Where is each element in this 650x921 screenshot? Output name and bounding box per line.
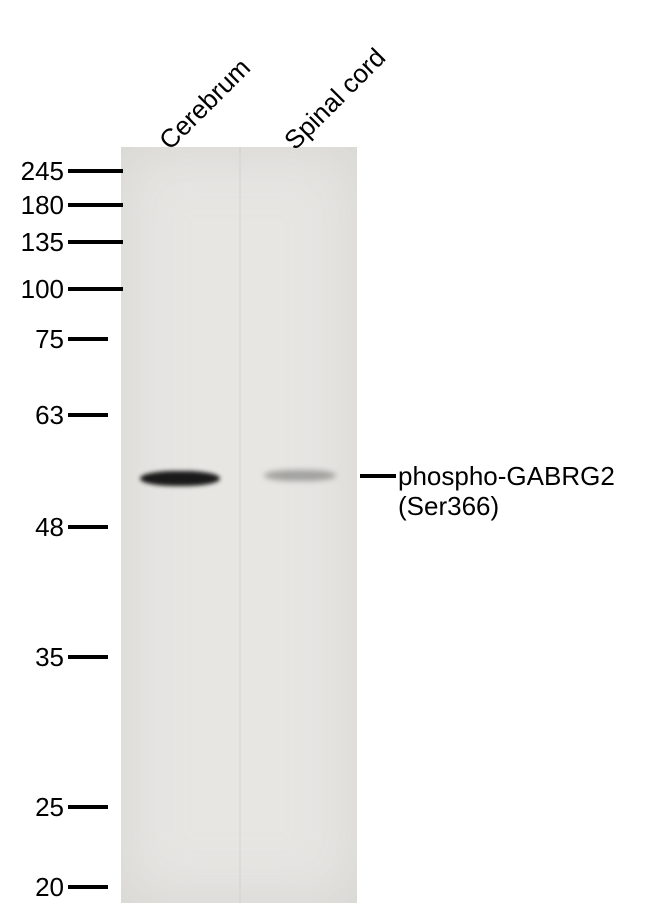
mw-marker: 25: [0, 792, 108, 822]
mw-marker: 20: [0, 872, 108, 902]
mw-marker-value: 35: [0, 642, 68, 673]
mw-marker: 48: [0, 512, 108, 542]
mw-marker-value: 245: [0, 156, 68, 187]
mw-marker-tick: [68, 525, 108, 529]
mw-marker: 63: [0, 400, 108, 430]
mw-marker: 75: [0, 324, 108, 354]
mw-marker-tick: [68, 240, 123, 244]
mw-marker-value: 75: [0, 324, 68, 355]
mw-marker-tick: [68, 655, 108, 659]
mw-marker-value: 135: [0, 227, 68, 258]
protein-band: [140, 471, 220, 486]
mw-marker: 245: [0, 156, 123, 186]
band-annotation-line2: (Ser366): [398, 492, 615, 522]
band-annotation-text: phospho-GABRG2 (Ser366): [396, 462, 615, 522]
mw-marker-value: 25: [0, 792, 68, 823]
protein-band: [264, 470, 336, 481]
mw-marker-tick: [68, 203, 123, 207]
lane-seam: [239, 147, 241, 903]
mw-marker-value: 48: [0, 512, 68, 543]
mw-marker: 135: [0, 227, 123, 257]
western-blot-figure: CerebrumSpinal cord 245180 135 100 75 63 48 35…: [0, 0, 650, 921]
band-annotation: phospho-GABRG2 (Ser366): [360, 462, 615, 522]
mw-marker-tick: [68, 169, 123, 173]
lane-label: Spinal cord: [278, 42, 392, 156]
band-annotation-line1: phospho-GABRG2: [398, 462, 615, 492]
mw-marker: 100: [0, 274, 123, 304]
mw-marker-tick: [68, 337, 108, 341]
lane-label: Cerebrum: [153, 52, 257, 156]
mw-marker-value: 100: [0, 274, 68, 305]
mw-marker: 35: [0, 642, 108, 672]
mw-marker-tick: [68, 413, 108, 417]
mw-marker: 180: [0, 190, 123, 220]
mw-marker-value: 63: [0, 400, 68, 431]
lane-labels: CerebrumSpinal cord: [0, 0, 650, 180]
mw-marker-value: 180: [0, 190, 68, 221]
mw-marker-tick: [68, 805, 108, 809]
band-annotation-tick: [360, 474, 396, 478]
mw-marker-tick: [68, 885, 108, 889]
mw-marker-value: 20: [0, 872, 68, 903]
mw-marker-tick: [68, 287, 123, 291]
